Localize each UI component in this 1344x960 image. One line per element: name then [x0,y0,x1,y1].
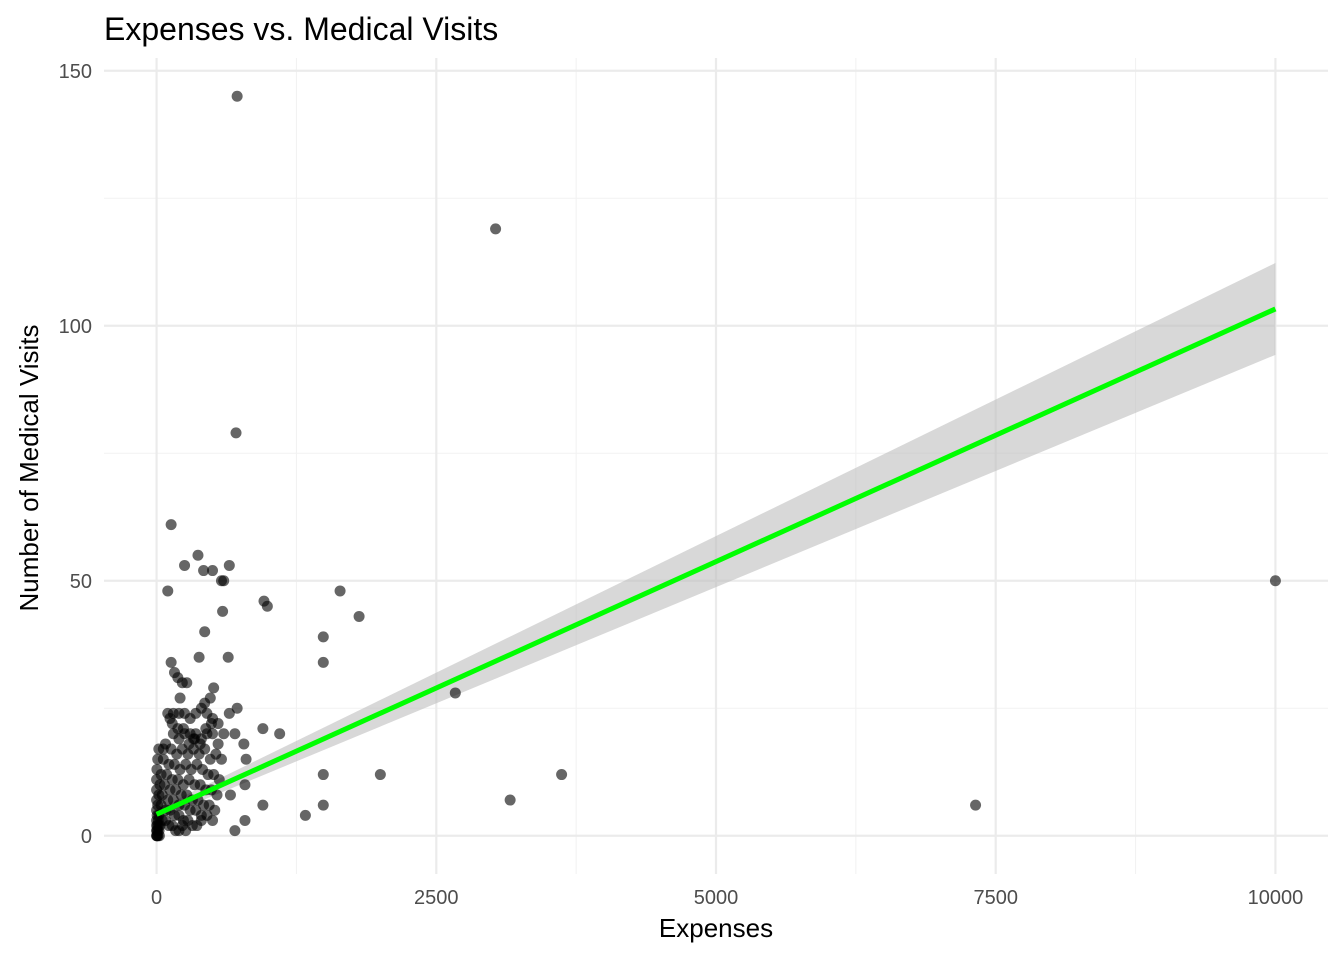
data-point [317,799,329,811]
data-point [198,565,210,577]
data-point [205,718,217,730]
data-point [151,784,163,796]
data-point [151,794,163,806]
data-point [240,753,252,765]
data-point [165,519,177,531]
data-point [274,728,286,740]
data-point [229,825,241,837]
data-point [209,804,221,816]
data-point [238,738,250,750]
data-point [218,728,230,740]
data-point [174,692,186,704]
data-point [151,814,163,826]
data-point [299,809,311,821]
data-point [1269,575,1281,587]
data-point [317,631,329,643]
data-point [208,682,220,694]
data-point [239,814,251,826]
data-point [211,789,223,801]
x-tick-label: 2500 [414,887,459,909]
data-point [261,600,273,612]
data-point [207,814,219,826]
data-point [179,559,191,571]
data-point [162,585,174,597]
data-point [180,825,192,837]
confidence-band [156,263,1276,820]
y-tick-label: 100 [59,316,92,338]
y-tick-label: 50 [70,571,92,593]
x-tick-label: 7500 [973,887,1018,909]
data-point [212,738,224,750]
chart-title: Expenses vs. Medical Visits [104,11,498,47]
data-point [223,559,235,571]
data-point [374,769,386,781]
x-tick-label: 5000 [694,887,739,909]
data-point [334,585,346,597]
y-tick-label: 0 [81,826,92,848]
data-point [199,697,211,709]
data-point [231,702,243,714]
data-point [215,753,227,765]
y-axis-ticks: 0 50 100 150 [59,61,92,848]
data-point [165,656,177,668]
data-point [151,774,163,786]
y-tick-label: 150 [59,61,92,83]
data-point [257,799,269,811]
x-tick-label: 10000 [1248,887,1304,909]
data-point [151,763,163,775]
data-point [231,90,243,102]
data-point [193,651,205,663]
data-point [181,677,193,689]
x-axis-title: Expenses [659,913,773,943]
data-point [195,814,207,826]
data-point [223,707,235,719]
data-point [217,605,229,617]
data-point [317,769,329,781]
data-point [152,753,164,765]
data-point [157,743,169,755]
data-point [177,723,189,735]
data-point [317,656,329,668]
data-point [229,728,241,740]
data-point [230,427,242,439]
data-point [192,549,204,561]
x-tick-label: 0 [151,887,162,909]
data-point [556,769,568,781]
data-point [224,789,236,801]
data-point [239,779,251,791]
data-point [199,626,211,638]
data-point [218,575,230,587]
data-point [207,565,219,577]
data-point [222,651,234,663]
x-axis-ticks: 0 2500 5000 7500 10000 [151,887,1303,909]
data-point [970,799,982,811]
y-axis-title: Number of Medical Visits [14,324,44,611]
data-point [504,794,516,806]
data-point [490,223,502,235]
regression-line [155,306,1277,817]
data-point [257,723,269,735]
data-point [449,687,461,699]
data-points [151,90,1281,842]
data-point [188,733,200,745]
data-point [353,610,365,622]
